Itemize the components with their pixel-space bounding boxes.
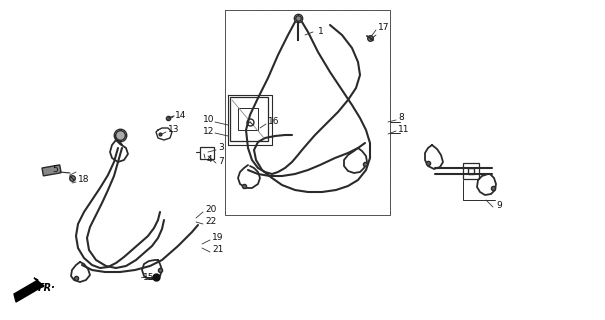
Polygon shape	[14, 278, 44, 302]
Text: 9: 9	[496, 201, 502, 210]
Text: 16: 16	[268, 117, 280, 126]
Text: 1: 1	[318, 28, 324, 36]
Text: 12: 12	[203, 127, 214, 137]
Text: 17: 17	[378, 23, 390, 33]
Text: 14: 14	[175, 110, 186, 119]
Text: 3: 3	[218, 143, 224, 153]
Text: 8: 8	[398, 114, 404, 123]
Text: 15: 15	[143, 273, 154, 282]
Text: 18: 18	[78, 175, 90, 185]
Text: 10: 10	[203, 116, 214, 124]
Text: 22: 22	[205, 218, 216, 227]
Text: 21: 21	[212, 245, 223, 254]
Text: 20: 20	[205, 205, 217, 214]
Text: 7: 7	[218, 156, 224, 165]
Text: 13: 13	[168, 125, 180, 134]
Bar	[463, 163, 479, 179]
Text: FR·: FR·	[38, 283, 56, 293]
Text: 11: 11	[398, 125, 410, 134]
Text: 5: 5	[52, 165, 57, 174]
Text: 4: 4	[207, 156, 212, 164]
Bar	[200, 147, 214, 159]
Bar	[42, 165, 61, 176]
Bar	[230, 97, 268, 141]
Bar	[238, 108, 258, 130]
Text: 19: 19	[212, 234, 223, 243]
